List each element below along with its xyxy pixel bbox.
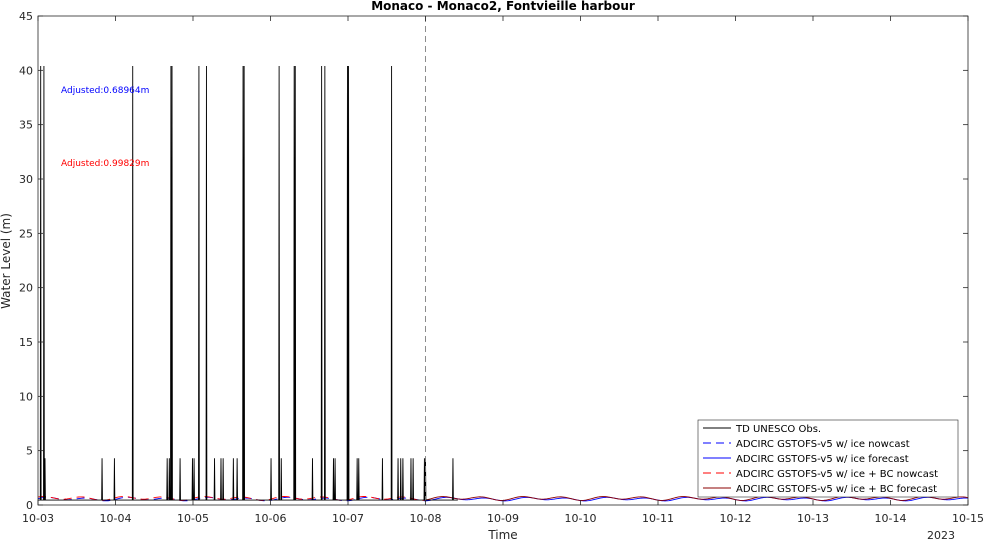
legend-label-2: ADCIRC GSTOFS-v5 w/ ice forecast: [736, 454, 909, 465]
x-tick-label: 10-13: [797, 512, 829, 525]
x-tick-label: 10-06: [255, 512, 287, 525]
annotation-red: Adjusted:0.99829m: [61, 159, 149, 169]
y-tick-label: 15: [19, 336, 33, 349]
legend-label-0: TD UNESCO Obs.: [735, 424, 821, 435]
x-tick-label: 10-09: [487, 512, 519, 525]
legend-box: [697, 419, 959, 498]
annotation-blue: Adjusted:0.68964m: [61, 86, 149, 96]
y-tick-label: 30: [19, 173, 33, 186]
legend: TD UNESCO Obs. ADCIRC GSTOFS-v5 w/ ice no…: [697, 419, 959, 498]
x-tick-label: 10-14: [875, 512, 907, 525]
y-axis-label: Water Level (m): [0, 213, 13, 309]
axes-layer: 0 5 10 15 20 25 30 35 40 45 10-03 10-04 10-05 10-06 10…: [19, 10, 984, 525]
chart-title: Monaco - Monaco2, Fontvieille harbour: [371, 0, 635, 13]
y-tick-label: 10: [19, 390, 33, 403]
x-tick-label: 10-03: [22, 512, 54, 525]
x-tick-label: 10-10: [565, 512, 597, 525]
legend-label-3: ADCIRC GSTOFS-v5 w/ ice + BC nowcast: [736, 469, 938, 480]
y-tick-label: 25: [19, 227, 33, 240]
x-tick-label: 10-05: [177, 512, 209, 525]
y-tick-label: 40: [19, 64, 33, 77]
y-tick-label: 45: [19, 10, 33, 23]
series-line-obs: [38, 65, 458, 501]
y-tick-label: 35: [19, 119, 33, 132]
x-tick-label: 10-15: [952, 512, 984, 525]
y-tick-label: 20: [19, 282, 33, 295]
year-label: 2023: [927, 529, 955, 541]
x-tick-label: 10-08: [410, 512, 442, 525]
x-tick-label: 10-04: [100, 512, 132, 525]
x-tick-label: 10-11: [642, 512, 674, 525]
y-tick-label: 0: [26, 499, 33, 512]
series-layer: [37, 65, 969, 502]
legend-label-4: ADCIRC GSTOFS-v5 w/ ice + BC forecast: [736, 484, 937, 495]
x-axis-label: Time: [487, 528, 517, 541]
x-tick-label: 10-12: [720, 512, 752, 525]
legend-label-1: ADCIRC GSTOFS-v5 w/ ice nowcast: [736, 439, 910, 450]
x-tick-label: 10-07: [332, 512, 364, 525]
y-tick-label: 5: [26, 445, 33, 458]
